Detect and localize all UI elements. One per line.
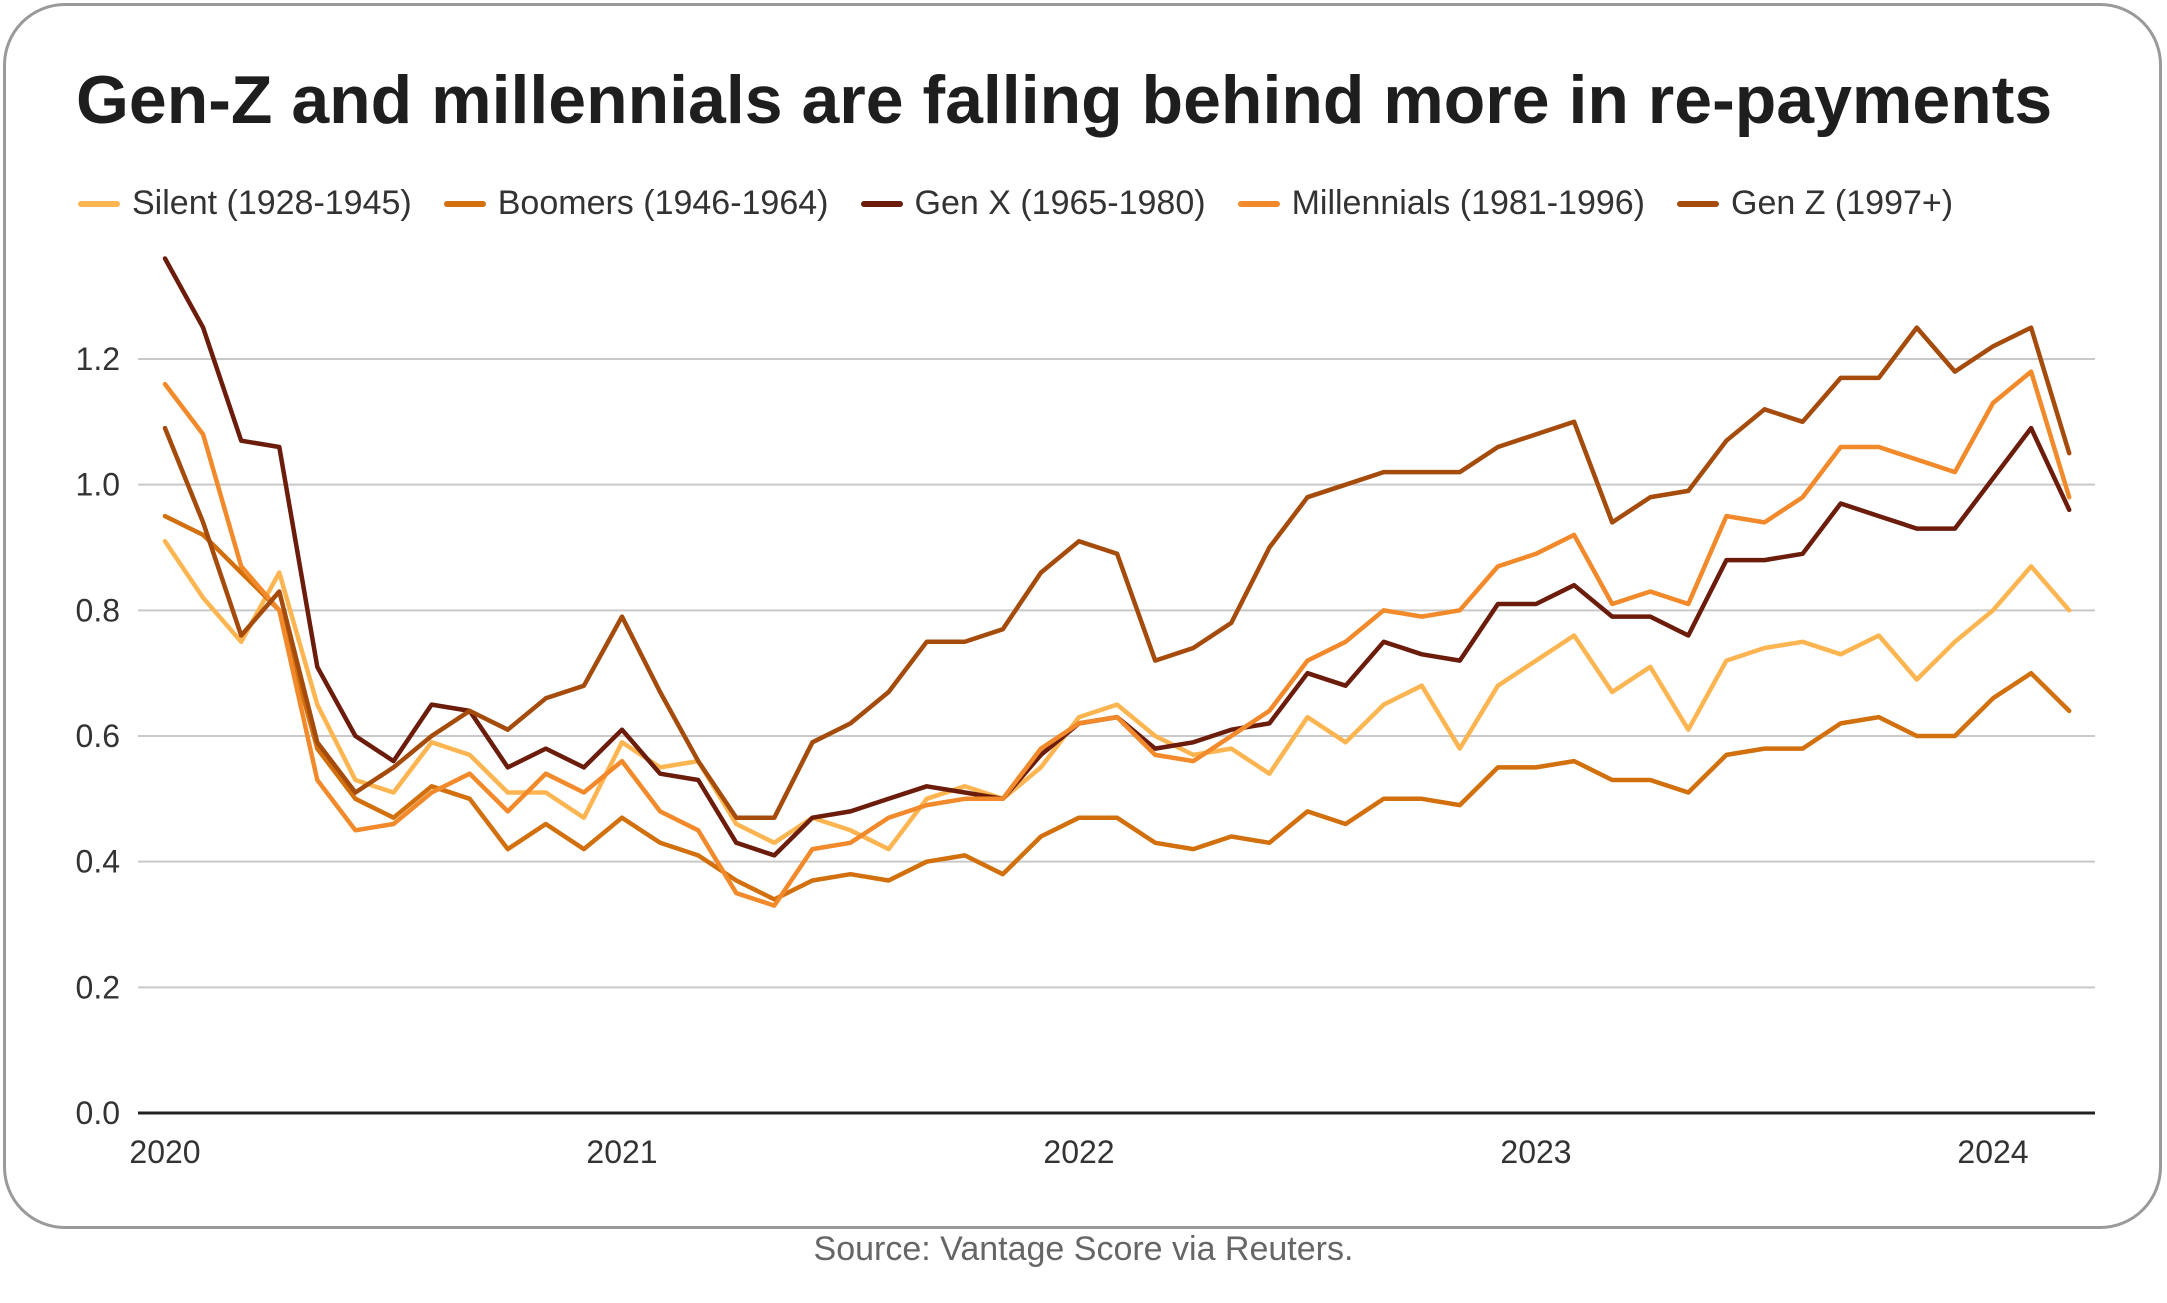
x-tick-label: 2021 xyxy=(586,1134,657,1170)
series-line-4 xyxy=(162,369,2072,908)
legend-label: Gen Z (1997+) xyxy=(1731,184,1954,222)
legend-label: Gen X (1965-1980) xyxy=(914,184,1206,222)
source-note: Source: Vantage Score via Reuters. xyxy=(813,1230,1354,1268)
legend-swatch xyxy=(1237,200,1280,207)
legend-label: Silent (1928-1945) xyxy=(132,184,412,222)
legend-item: Gen Z (1997+) xyxy=(1677,184,1953,223)
legend-swatch xyxy=(860,200,903,207)
y-tick-label: 0.0 xyxy=(76,1095,120,1131)
series-lines xyxy=(162,256,2072,908)
y-tick-label: 0.6 xyxy=(76,718,120,754)
y-tick-label: 0.8 xyxy=(76,592,120,628)
chart-title: Gen-Z and millennials are falling behind… xyxy=(76,62,2053,138)
series-line-1 xyxy=(162,538,2072,852)
legend-item: Boomers (1946-1964) xyxy=(443,184,829,223)
y-tick-label: 1.2 xyxy=(76,341,120,377)
y-tick-label: 1.0 xyxy=(76,467,120,503)
line-chart: 0.00.20.40.60.81.01.2 2020 2021 2022 2023 20… xyxy=(76,256,2095,1170)
x-axis-tick-labels: 2020 2021 2022 2023 2024 xyxy=(129,1134,2028,1170)
x-tick-label: 2020 xyxy=(129,1134,200,1170)
series-line-2 xyxy=(162,513,2072,902)
y-tick-label: 0.2 xyxy=(76,969,120,1005)
x-tick-label: 2022 xyxy=(1043,1134,1114,1170)
legend: Silent (1928-1945) Boomers (1946-1964) Gen… xyxy=(78,184,1985,223)
legend-item: Millennials (1981-1996) xyxy=(1237,184,1645,223)
legend-label: Boomers (1946-1964) xyxy=(497,184,829,222)
legend-swatch xyxy=(1677,200,1719,207)
legend-swatch xyxy=(443,200,486,207)
gridlines xyxy=(138,358,2095,989)
chart-card: Gen-Z and millennials are falling behind… xyxy=(3,3,2162,1229)
y-axis-tick-labels: 0.0 0.2 0.4 0.6 0.8 1.0 1.2 xyxy=(76,341,120,1131)
legend-swatch xyxy=(78,200,120,207)
legend-label: Millennials (1981-1996) xyxy=(1291,184,1645,222)
legend-item: Gen X (1965-1980) xyxy=(860,184,1206,223)
y-tick-label: 0.4 xyxy=(76,844,120,880)
legend-item: Silent (1928-1945) xyxy=(78,184,412,223)
x-tick-label: 2023 xyxy=(1500,1134,1571,1170)
x-tick-label: 2024 xyxy=(1957,1134,2028,1170)
series-line-5 xyxy=(162,325,2072,820)
